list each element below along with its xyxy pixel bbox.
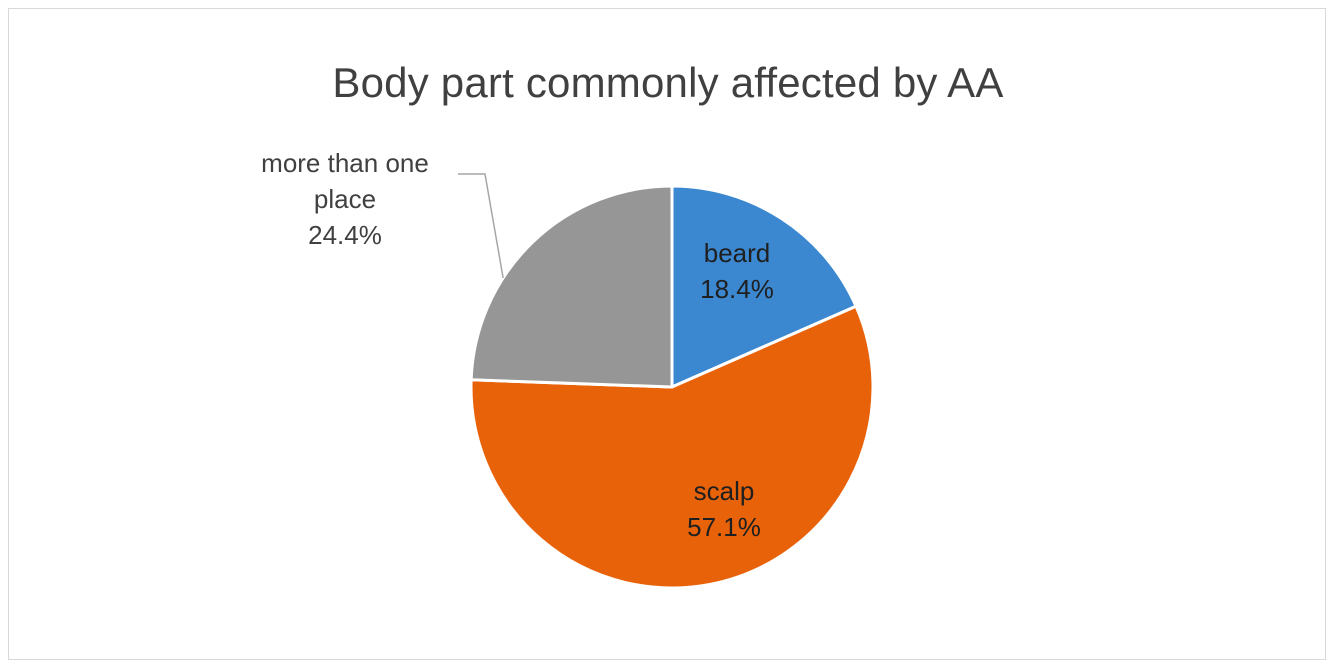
leader-line — [458, 173, 504, 279]
pie-slice-beard — [670, 184, 858, 389]
data-label-scalp: scalp 57.1% — [687, 476, 761, 542]
chart-title: Body part commonly affected by AA — [332, 59, 1004, 106]
pie-slice-scalp — [469, 304, 875, 590]
pie-slice-more-than-one-place — [469, 184, 674, 389]
data-label-more-than-one-place: more than one place 24.4% — [261, 148, 429, 250]
data-label-beard: beard 18.4% — [700, 238, 774, 304]
